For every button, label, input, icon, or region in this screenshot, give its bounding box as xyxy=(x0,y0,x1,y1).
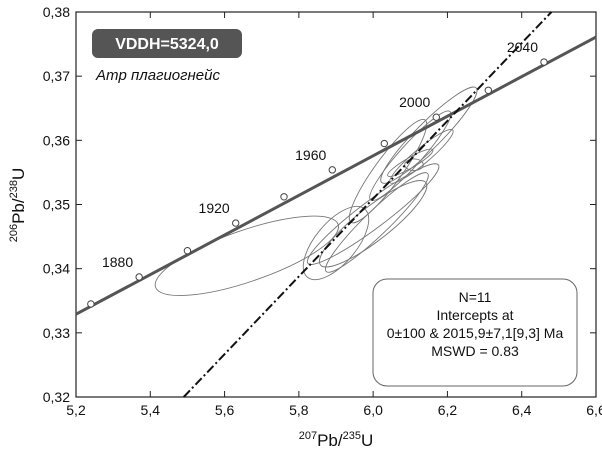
discordia-line xyxy=(182,11,553,398)
age-point-3 xyxy=(183,247,192,255)
age-point-2 xyxy=(135,273,143,281)
chart-subtitle: Amp плагиогнейс xyxy=(95,67,220,84)
age-point-10 xyxy=(540,58,548,66)
age-point-9 xyxy=(484,86,492,94)
result-mswd: MSWD = 0.83 xyxy=(431,343,519,359)
x-tick-label-1: 5,2 xyxy=(66,402,86,418)
age-label-1880: 1880 xyxy=(102,254,133,270)
error-ellipse-8 xyxy=(387,148,434,177)
x-tick-label-6: 6,2 xyxy=(438,402,458,418)
age-label-2000: 2000 xyxy=(399,94,430,110)
x-tick-label-2: 5,4 xyxy=(141,402,161,418)
x-tick-label-5: 6,0 xyxy=(363,402,383,418)
title-badge xyxy=(92,29,242,58)
error-ellipse-5 xyxy=(369,110,452,201)
y-tick-label-7: 0,38 xyxy=(43,4,70,20)
error-ellipse-7 xyxy=(389,129,454,184)
age-point-8 xyxy=(432,113,440,121)
age-points: 1880 1920 1960 2000 2040 xyxy=(87,39,548,308)
y-tick-label-5: 0,36 xyxy=(43,132,70,148)
error-ellipse-9 xyxy=(404,158,424,171)
x-axis-title: 207Pb/235U xyxy=(299,430,374,450)
x-tick-label-4: 5,8 xyxy=(289,402,309,418)
y-tick-label-2: 0,33 xyxy=(43,325,70,341)
age-label-1920: 1920 xyxy=(199,200,230,216)
axis-ticks: 5,2 5,4 5,6 5,8 6,0 6,2 6,4 6,6 0,32 0,33 0,34 0,35… xyxy=(43,4,602,418)
y-tick-label-4: 0,35 xyxy=(43,197,70,213)
result-box xyxy=(372,278,578,387)
lines-layer xyxy=(75,11,597,398)
result-n: N=11 xyxy=(459,289,492,305)
x-tick-label-7: 6,4 xyxy=(512,402,532,418)
error-ellipse-6 xyxy=(380,86,478,184)
error-ellipses xyxy=(154,86,478,297)
y-tick-label-1: 0,32 xyxy=(43,389,70,405)
y-tick-label-6: 0,37 xyxy=(43,68,70,84)
age-point-7 xyxy=(380,139,388,148)
result-intercepts-values: 0±100 & 2015,9±7,1[9,3] Ma xyxy=(387,325,564,341)
result-intercepts-label: Intercepts at xyxy=(436,307,513,323)
chart-title: VDDH=5324,0 xyxy=(115,36,219,53)
age-label-2040: 2040 xyxy=(507,39,538,55)
x-tick-label-3: 5,6 xyxy=(215,402,235,418)
age-point-1 xyxy=(87,300,95,308)
age-point-6 xyxy=(328,166,336,174)
x-tick-label-8: 6,6 xyxy=(586,402,602,418)
error-ellipse-1 xyxy=(154,215,339,297)
y-tick-label-3: 0,34 xyxy=(43,261,70,277)
y-axis-title: 206Pb/238U xyxy=(8,168,28,243)
concordia-curve xyxy=(75,35,597,316)
age-label-1960: 1960 xyxy=(295,147,326,163)
error-ellipse-2 xyxy=(306,163,440,265)
age-point-5 xyxy=(280,193,288,201)
age-point-4 xyxy=(232,219,240,227)
